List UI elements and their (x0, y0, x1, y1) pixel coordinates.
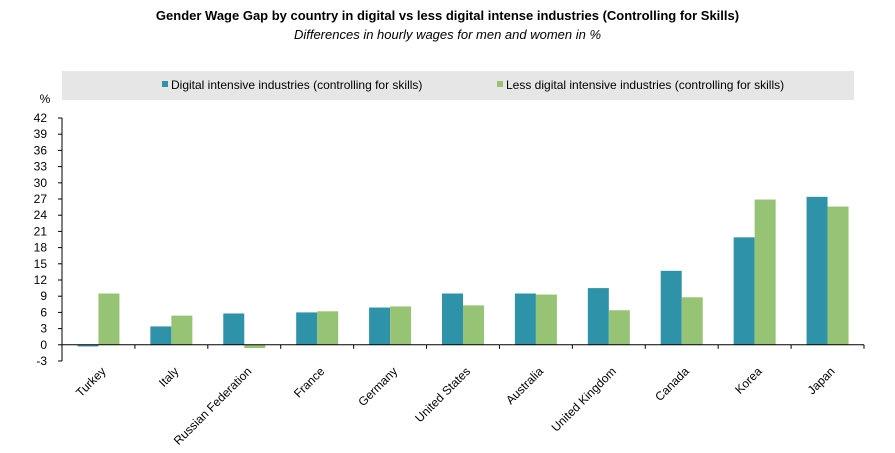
x-tick-label: Italy (156, 364, 181, 389)
y-tick-label: 42 (34, 111, 48, 125)
y-axis-label: % (40, 92, 51, 106)
y-tick-label: 21 (34, 224, 48, 238)
y-tick-label: 24 (34, 208, 48, 222)
legend-label: Less digital intensive industries (contr… (506, 78, 784, 92)
legend-box (62, 71, 854, 100)
bar (681, 297, 703, 345)
bar (150, 326, 172, 345)
bar (77, 344, 99, 347)
y-tick-label: 36 (34, 143, 48, 157)
y-tick-label: 6 (40, 305, 47, 319)
bar (369, 307, 391, 345)
y-tick-label: 33 (34, 160, 48, 174)
bar (535, 294, 557, 345)
legend: Digital intensive industries (controllin… (62, 71, 854, 100)
bar (390, 306, 412, 345)
y-tick-label: 30 (34, 176, 48, 190)
bar (171, 315, 193, 345)
x-tick-label: Korea (732, 364, 765, 397)
bar (806, 196, 828, 345)
y-tick-label: 9 (40, 289, 47, 303)
x-tick-label: Japan (805, 364, 838, 397)
bar (660, 270, 682, 345)
x-tick-label: Australia (503, 364, 546, 407)
y-tick-label: 18 (34, 241, 48, 255)
legend-swatch (497, 81, 503, 87)
y-tick-label: 12 (34, 273, 48, 287)
y-tick-label: 3 (40, 322, 47, 336)
x-tick-label: Canada (652, 364, 692, 404)
bar (733, 237, 755, 345)
bar (244, 344, 266, 349)
x-tick-label: France (291, 364, 328, 401)
y-tick-label: 27 (34, 192, 48, 206)
chart-title: Gender Wage Gap by country in digital vs… (155, 8, 740, 23)
x-tick-label: United States (412, 364, 473, 425)
bars (77, 196, 849, 349)
chart-subtitle: Differences in hourly wages for men and … (293, 27, 602, 42)
bar (223, 313, 245, 345)
x-tick-label: United Kingdom (549, 364, 619, 434)
y-tick-label: 0 (40, 338, 47, 352)
bar (608, 310, 630, 345)
bar (754, 199, 776, 345)
bar (587, 288, 609, 345)
y-tick-label: 39 (34, 127, 48, 141)
bar (463, 305, 484, 345)
bar (514, 293, 536, 345)
legend-label: Digital intensive industries (controllin… (171, 78, 422, 92)
y-tick-label: -3 (36, 354, 47, 368)
bar (317, 311, 339, 345)
bar (296, 312, 318, 345)
bar (827, 206, 849, 345)
bar (98, 293, 120, 345)
legend-swatch (162, 81, 168, 87)
y-tick-label: 15 (34, 257, 48, 271)
x-tick-label: Russian Federation (171, 364, 254, 447)
x-tick-label: Germany (355, 364, 400, 409)
bar (442, 293, 463, 345)
x-tick-label: Turkey (73, 364, 109, 400)
